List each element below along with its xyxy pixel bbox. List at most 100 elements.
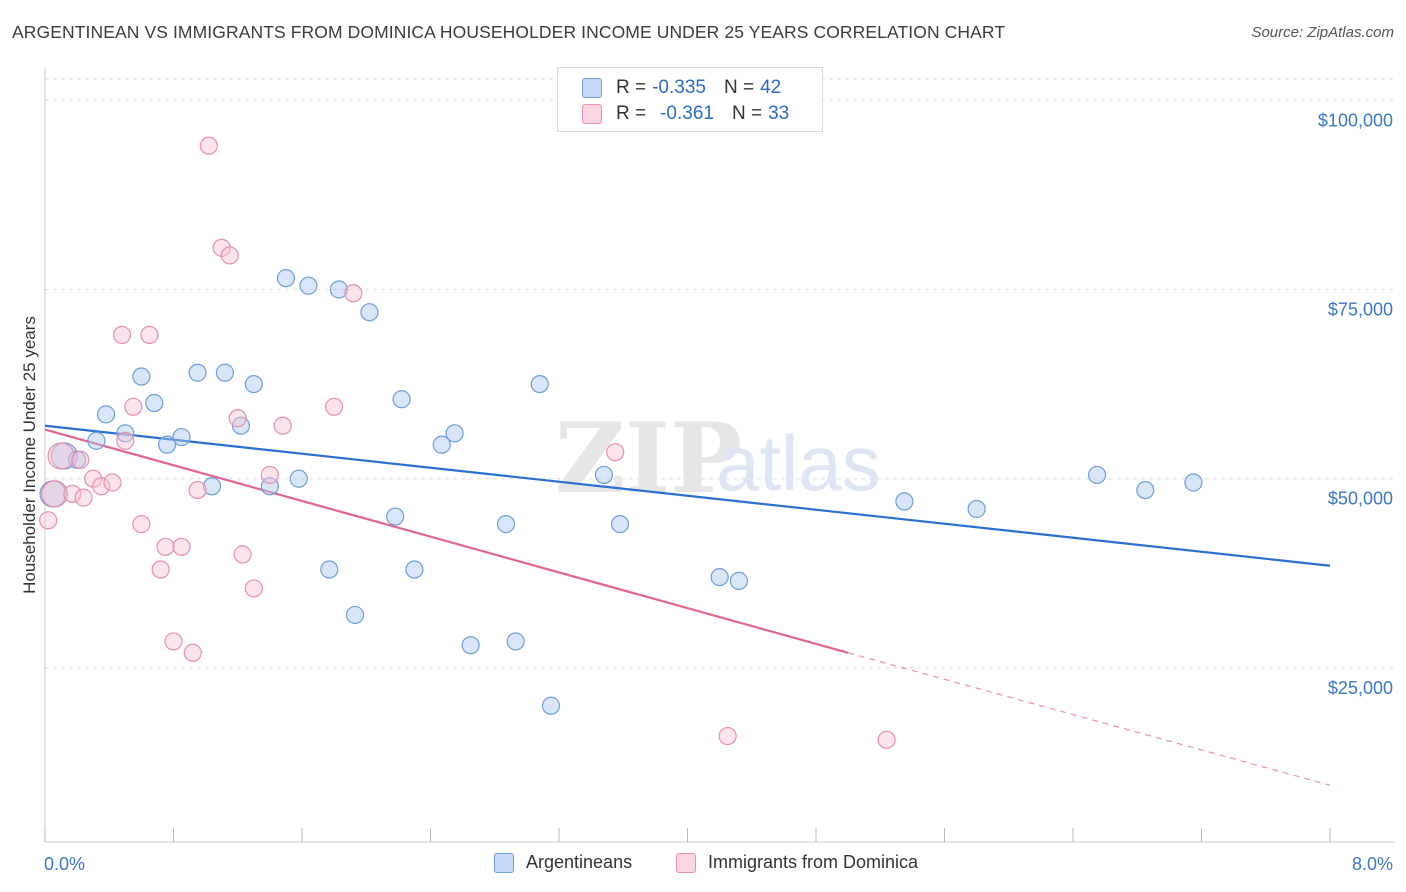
point-argentineans <box>360 303 379 322</box>
point-dominica <box>92 477 111 496</box>
trend-lines <box>44 424 1331 786</box>
point-dominica <box>877 730 896 749</box>
point-dominica <box>112 325 132 345</box>
point-argentineans <box>299 276 318 295</box>
chart-title: ARGENTINEAN VS IMMIGRANTS FROM DOMINICA … <box>12 22 1006 42</box>
point-argentineans <box>386 507 405 526</box>
point-argentineans <box>1136 480 1155 500</box>
legend-r-value: -0.335 <box>652 77 706 98</box>
point-dominica <box>132 515 151 534</box>
point-argentineans <box>320 560 339 579</box>
point-dominica <box>183 643 202 662</box>
y-tick-label: $50,000 <box>1328 489 1393 509</box>
x-tick-labels: 0.0% 8.0% <box>44 854 1393 874</box>
point-argentineans <box>729 571 749 590</box>
point-argentineans <box>506 632 525 651</box>
y-axis-label: Householder Income Under 25 years <box>20 316 39 594</box>
legend-n-label: N = <box>731 103 763 124</box>
point-argentineans <box>96 405 116 424</box>
y-tick-label: $75,000 <box>1328 299 1393 319</box>
point-argentineans <box>530 374 549 394</box>
point-argentineans <box>594 465 614 485</box>
point-argentineans <box>172 427 191 447</box>
point-argentineans <box>895 492 914 511</box>
point-argentineans <box>710 567 729 587</box>
trend-line-extension-1 <box>847 652 1331 786</box>
bottom-legend-label-dominica: Immigrants from Dominica <box>708 852 919 872</box>
point-dominica <box>220 246 239 265</box>
legend-n-value: 42 <box>760 77 782 98</box>
point-argentineans <box>132 367 151 386</box>
bottom-legend-dominica: Immigrants from Dominica <box>676 852 918 873</box>
trend-line-1 <box>44 428 849 654</box>
point-argentineans <box>188 363 207 382</box>
point-dominica <box>47 442 75 470</box>
legend-row-dominica: R = -0.361 N = 33 <box>582 102 789 126</box>
axes <box>44 68 1395 843</box>
point-dominica <box>344 284 363 303</box>
legend-n-value: 33 <box>768 103 790 124</box>
point-argentineans <box>276 269 296 288</box>
data-points <box>39 136 1203 749</box>
point-dominica <box>172 537 191 556</box>
legend-swatch-argentineans <box>582 78 602 98</box>
correlation-legend: R = -0.335 N = 42 R = -0.361 N = 33 <box>557 67 823 132</box>
point-argentineans <box>405 560 424 579</box>
legend-r-value: -0.361 <box>660 103 714 124</box>
point-argentineans <box>967 499 986 519</box>
y-tick-label: $100,000 <box>1318 110 1393 130</box>
point-argentineans <box>432 435 451 454</box>
point-dominica <box>164 632 183 651</box>
point-argentineans <box>244 374 263 394</box>
point-dominica <box>71 450 90 469</box>
legend-r-label: R = <box>616 103 647 124</box>
legend-n-label: N = <box>723 77 755 98</box>
point-dominica <box>273 416 292 435</box>
point-dominica <box>140 325 159 345</box>
bottom-legend-argentineans: Argentineans <box>494 852 632 873</box>
point-dominica <box>188 480 207 500</box>
point-dominica <box>39 511 58 530</box>
point-argentineans <box>461 636 480 655</box>
point-dominica <box>41 480 69 508</box>
watermark-zip: ZIP <box>555 402 742 515</box>
point-argentineans <box>145 393 164 413</box>
point-dominica <box>233 545 252 564</box>
point-argentineans <box>541 696 561 715</box>
point-dominica <box>718 726 737 746</box>
bottom-legend-swatch-dominica <box>676 852 696 873</box>
point-argentineans <box>329 280 349 299</box>
point-argentineans <box>157 435 177 454</box>
point-dominica <box>156 537 175 556</box>
x-tick-label-min: 0.0% <box>44 854 85 874</box>
legend-r-label: R = <box>616 77 647 98</box>
point-dominica <box>103 473 122 492</box>
point-dominica <box>124 397 143 416</box>
chart-source: Source: ZipAtlas.com <box>1251 24 1394 41</box>
trend-line-0 <box>44 424 1331 567</box>
point-dominica <box>116 431 135 450</box>
point-dominica <box>228 409 247 428</box>
point-dominica <box>260 465 279 485</box>
point-argentineans <box>289 469 308 488</box>
point-argentineans <box>87 431 106 450</box>
point-argentineans <box>202 477 222 496</box>
point-dominica <box>244 579 263 598</box>
point-argentineans <box>392 390 411 409</box>
point-dominica <box>325 397 344 416</box>
point-dominica <box>74 488 93 507</box>
point-dominica <box>151 560 170 579</box>
point-dominica <box>63 484 82 503</box>
y-tick-labels: $25,000 $50,000 $75,000 $100,000 <box>1318 110 1393 698</box>
point-argentineans <box>116 424 135 443</box>
point-argentineans <box>610 515 630 534</box>
point-dominica <box>606 443 625 462</box>
point-argentineans <box>496 515 516 534</box>
bottom-legend-swatch-argentineans <box>494 852 514 873</box>
y-tick-label: $25,000 <box>1328 678 1393 698</box>
legend-swatch-dominica <box>582 104 602 124</box>
point-argentineans <box>1087 465 1107 485</box>
point-argentineans <box>1184 473 1203 492</box>
